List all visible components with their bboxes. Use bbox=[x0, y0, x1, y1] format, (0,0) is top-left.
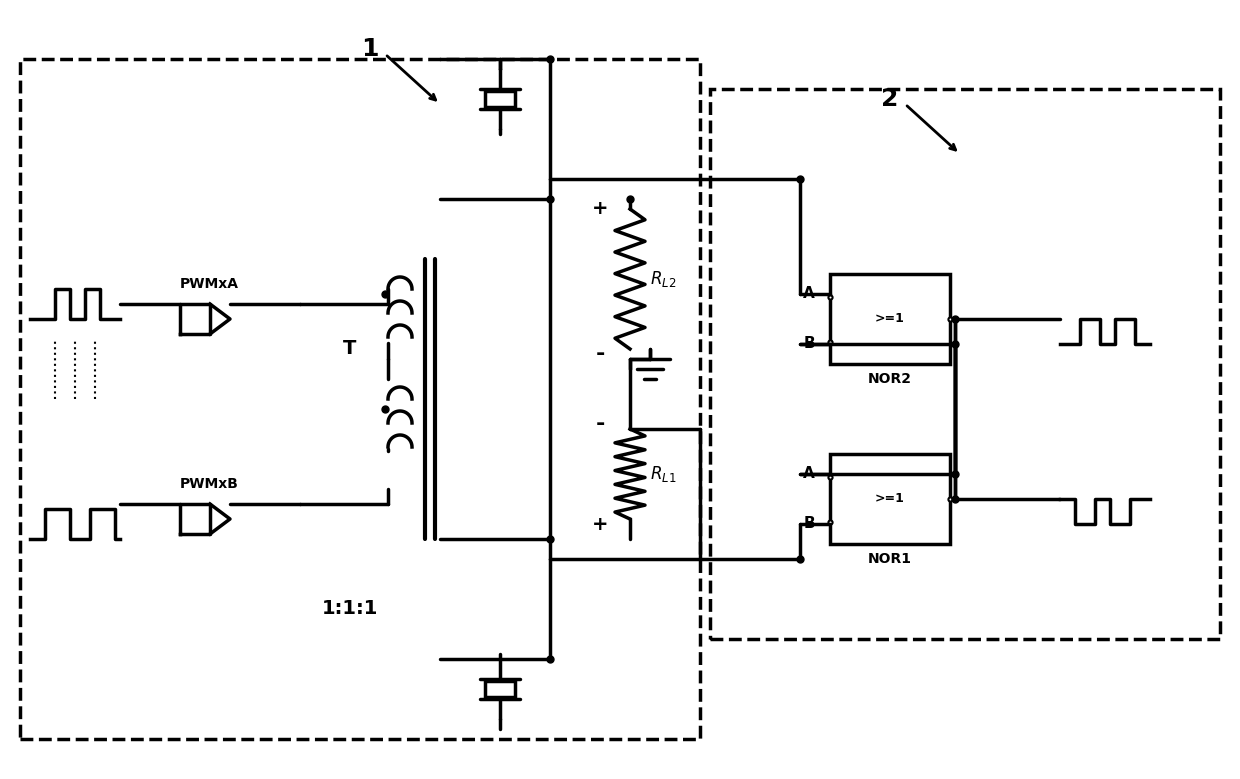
Text: >=1: >=1 bbox=[875, 492, 905, 506]
Text: $R_{L1}$: $R_{L1}$ bbox=[650, 464, 676, 484]
Text: $R_{L2}$: $R_{L2}$ bbox=[650, 269, 676, 289]
Text: B: B bbox=[804, 337, 815, 351]
Text: T: T bbox=[343, 340, 357, 358]
Bar bbox=[485, 681, 515, 697]
Text: +: + bbox=[591, 199, 609, 218]
Bar bbox=[485, 91, 515, 107]
Text: PWMxB: PWMxB bbox=[180, 477, 239, 491]
Text: 1:1:1: 1:1:1 bbox=[322, 600, 378, 619]
Text: A: A bbox=[804, 467, 815, 481]
Text: PWMxA: PWMxA bbox=[180, 277, 239, 291]
Text: >=1: >=1 bbox=[875, 312, 905, 326]
Bar bbox=[830, 454, 950, 544]
Text: -: - bbox=[595, 414, 605, 434]
Text: NOR2: NOR2 bbox=[868, 372, 911, 386]
Text: +: + bbox=[591, 514, 609, 534]
Text: -: - bbox=[595, 344, 605, 364]
Text: NOR1: NOR1 bbox=[868, 552, 911, 566]
Bar bbox=[830, 274, 950, 364]
Text: 2: 2 bbox=[882, 87, 899, 111]
Text: 1: 1 bbox=[361, 37, 378, 61]
Text: A: A bbox=[804, 287, 815, 301]
Text: B: B bbox=[804, 516, 815, 531]
